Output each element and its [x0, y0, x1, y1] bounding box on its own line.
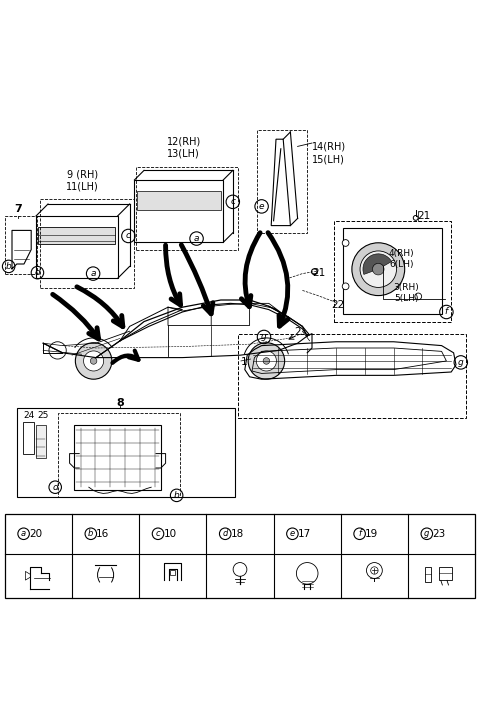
Text: g: g: [261, 333, 267, 341]
Text: 20: 20: [29, 528, 42, 539]
Bar: [343, 228, 442, 315]
Text: d: d: [52, 482, 58, 492]
Bar: [425, 567, 431, 582]
Text: b: b: [88, 529, 94, 539]
Circle shape: [415, 293, 421, 300]
Circle shape: [75, 343, 112, 379]
Text: 2: 2: [294, 327, 301, 337]
Text: a: a: [194, 234, 199, 243]
Text: 18: 18: [231, 528, 244, 539]
Circle shape: [312, 269, 317, 274]
Text: b: b: [174, 491, 180, 500]
Text: 9 (RH)
11(LH): 9 (RH) 11(LH): [66, 170, 99, 192]
Bar: [17, 408, 235, 497]
Circle shape: [263, 358, 270, 364]
Bar: [38, 227, 115, 244]
Circle shape: [360, 251, 396, 287]
Text: c: c: [156, 529, 160, 539]
Text: 1: 1: [241, 357, 248, 367]
Text: f: f: [445, 307, 448, 317]
Text: 7: 7: [14, 204, 22, 214]
Bar: [58, 413, 180, 497]
Text: 23: 23: [432, 528, 445, 539]
Text: 21: 21: [418, 211, 431, 221]
Text: f: f: [358, 529, 361, 539]
Text: g: g: [458, 358, 464, 367]
Text: 12(RH)
13(LH): 12(RH) 13(LH): [167, 136, 201, 158]
Bar: [74, 425, 161, 490]
Bar: [39, 199, 134, 288]
Bar: [170, 570, 175, 575]
Circle shape: [248, 343, 285, 379]
Bar: [5, 513, 475, 598]
Text: c: c: [230, 197, 235, 207]
Bar: [5, 216, 37, 274]
Bar: [23, 423, 34, 454]
Text: 4(RH)
6(LH): 4(RH) 6(LH): [389, 249, 415, 269]
Text: a: a: [21, 529, 26, 539]
Circle shape: [90, 358, 97, 364]
Text: a: a: [90, 269, 96, 278]
Text: e: e: [290, 529, 295, 539]
Bar: [36, 216, 118, 279]
Text: d: d: [223, 529, 228, 539]
Text: 22: 22: [331, 300, 344, 310]
Bar: [257, 130, 307, 233]
Text: c: c: [126, 231, 131, 240]
Text: 16: 16: [96, 528, 109, 539]
Text: 24: 24: [23, 410, 34, 420]
Bar: [137, 192, 221, 210]
Text: 10: 10: [164, 528, 177, 539]
Text: e: e: [259, 202, 264, 211]
Text: b: b: [6, 262, 12, 271]
Bar: [134, 180, 223, 243]
Circle shape: [413, 215, 418, 220]
Text: 21: 21: [312, 268, 326, 278]
Circle shape: [352, 243, 405, 296]
Bar: [136, 166, 238, 250]
Bar: [36, 425, 46, 459]
Text: d: d: [35, 268, 40, 277]
Text: 3(RH)
5(LH): 3(RH) 5(LH): [394, 284, 420, 303]
Text: 19: 19: [365, 528, 378, 539]
Circle shape: [84, 351, 104, 371]
Text: g: g: [424, 529, 430, 539]
Text: 8: 8: [116, 398, 124, 408]
Circle shape: [342, 283, 349, 289]
Bar: [334, 221, 451, 322]
Circle shape: [342, 240, 349, 246]
Text: 14(RH)
15(LH): 14(RH) 15(LH): [312, 142, 346, 164]
Bar: [238, 333, 466, 418]
Circle shape: [256, 351, 276, 371]
Text: 25: 25: [37, 410, 49, 420]
Wedge shape: [363, 254, 392, 274]
Bar: [439, 567, 452, 580]
Circle shape: [372, 264, 384, 275]
Text: 17: 17: [298, 528, 311, 539]
